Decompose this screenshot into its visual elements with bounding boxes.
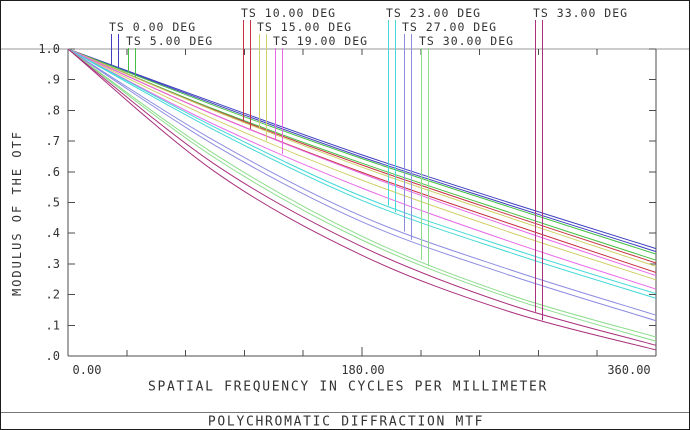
- y-tick-label: .5: [46, 196, 60, 210]
- y-tick-label: .0: [46, 349, 60, 363]
- mtf-curve-7-sagittal: [67, 48, 657, 342]
- legend-label: TS 0.00 DEG: [109, 20, 196, 34]
- mtf-curve-1-tangential: [67, 48, 657, 255]
- footer-separator-line: [1, 412, 689, 413]
- mtf-curve-0-sagittal: [67, 48, 657, 253]
- x-tick-label: 0.00: [73, 363, 102, 377]
- y-tick-label: .2: [46, 288, 60, 302]
- mtf-curve-6-tangential: [67, 48, 657, 316]
- mtf-curve-6-sagittal: [67, 48, 657, 322]
- y-tick-label: .3: [46, 257, 60, 271]
- legend-label: TS 33.00 DEG: [533, 6, 628, 20]
- legend-label: TS 27.00 DEG: [402, 20, 497, 34]
- mtf-curve-4-sagittal: [67, 48, 657, 290]
- mtf-curve-8-tangential: [67, 48, 657, 346]
- x-axis-title: SPATIAL FREQUENCY IN CYCLES PER MILLIMET…: [147, 379, 549, 395]
- legend-label: TS 19.00 DEG: [273, 34, 368, 48]
- mtf-curve-1-sagittal: [67, 48, 657, 261]
- legend-label: TS 30.00 DEG: [419, 34, 514, 48]
- legend-label: TS 10.00 DEG: [241, 6, 336, 20]
- y-axis-title: MODULUS OF THE OTF: [10, 129, 24, 297]
- y-tick-label: .9: [46, 73, 60, 87]
- mtf-curve-3-sagittal: [67, 48, 657, 281]
- mtf-curve-7-tangential: [67, 48, 657, 338]
- legend-label: TS 5.00 DEG: [126, 34, 213, 48]
- y-tick-label: .6: [46, 165, 60, 179]
- y-tick-label: .1: [46, 318, 60, 332]
- legend-label: TS 23.00 DEG: [386, 6, 481, 20]
- mtf-curve-0-tangential: [67, 48, 657, 250]
- mtf-curve-5-sagittal: [67, 48, 657, 299]
- y-tick-label: 1.0: [38, 42, 60, 56]
- mtf-curve-5-tangential: [67, 48, 657, 295]
- mtf-curve-8-sagittal: [67, 48, 657, 351]
- y-tick-label: .7: [46, 134, 60, 148]
- legend-label: TS 15.00 DEG: [257, 20, 352, 34]
- y-tick-label: .8: [46, 103, 60, 117]
- chart-footer-title: POLYCHROMATIC DIFFRACTION MTF: [207, 414, 485, 430]
- x-tick-label: 360.00: [607, 363, 650, 377]
- mtf-curve-4-tangential: [67, 48, 657, 277]
- mtf-curve-3-tangential: [67, 48, 657, 267]
- y-tick-label: .4: [46, 226, 60, 240]
- x-tick-label: 180.00: [341, 363, 384, 377]
